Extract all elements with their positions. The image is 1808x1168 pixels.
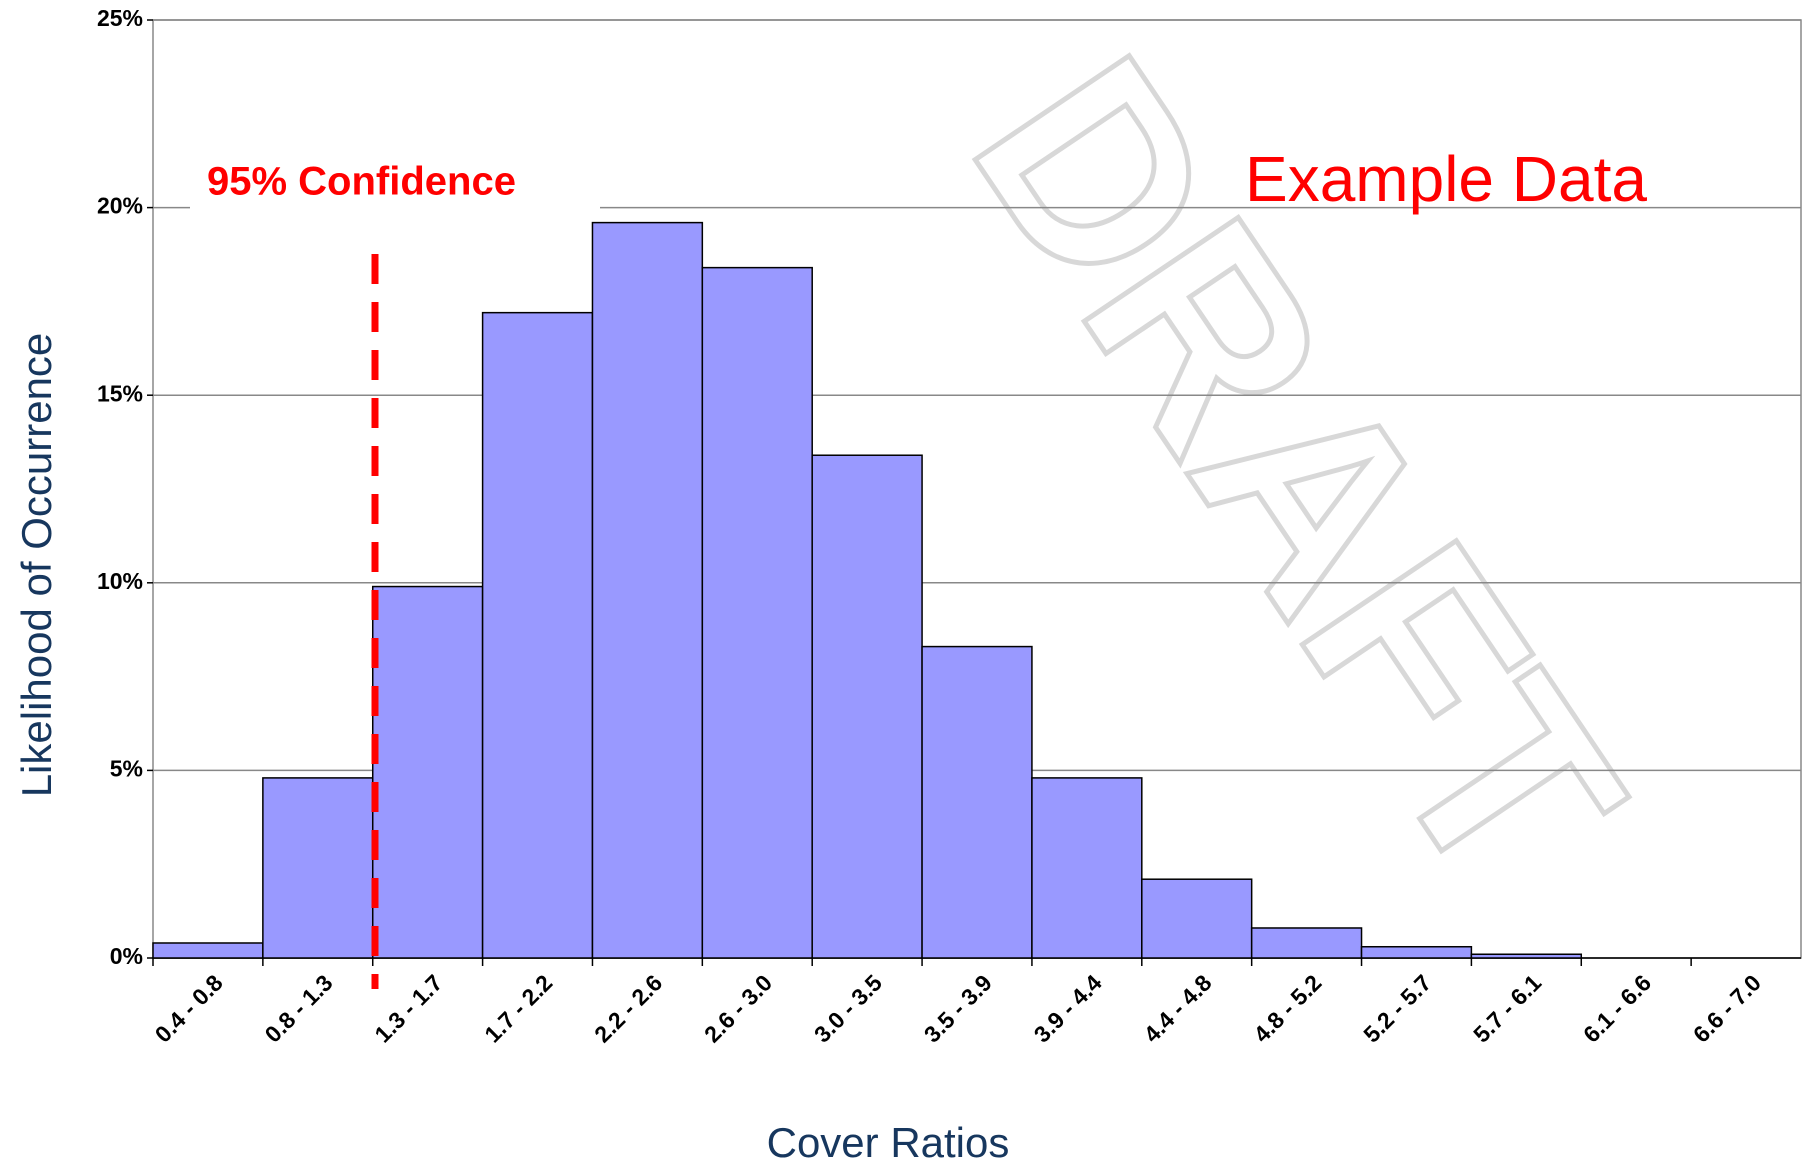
x-tick-label: 6.1 - 6.6 bbox=[1578, 969, 1656, 1047]
annotation: 95% Confidence bbox=[207, 160, 516, 204]
bar bbox=[701, 266, 813, 959]
bar bbox=[1250, 927, 1363, 959]
x-tick-label: 2.2 - 2.6 bbox=[589, 969, 667, 1047]
x-tick-label: 2.6 - 3.0 bbox=[699, 969, 777, 1047]
x-tick-label: 3.5 - 3.9 bbox=[919, 969, 997, 1047]
x-tick-label: 3.9 - 4.4 bbox=[1029, 969, 1107, 1047]
bar bbox=[1141, 878, 1253, 959]
x-tick-label: 0.4 - 0.8 bbox=[150, 969, 228, 1047]
y-tick-label: 15% bbox=[97, 380, 143, 406]
y-tick-label: 5% bbox=[110, 755, 143, 781]
x-tick-label: 5.2 - 5.7 bbox=[1358, 969, 1436, 1047]
bar bbox=[481, 311, 594, 959]
x-tick-label: 4.4 - 4.8 bbox=[1139, 969, 1217, 1047]
y-tick-label: 25% bbox=[97, 5, 143, 31]
x-tick-label: 1.7 - 2.2 bbox=[479, 969, 557, 1047]
x-tick-label: 5.7 - 6.1 bbox=[1468, 969, 1546, 1047]
bar bbox=[921, 645, 1033, 959]
bar bbox=[152, 942, 264, 959]
y-tick-label: 20% bbox=[97, 193, 143, 219]
bar bbox=[1031, 777, 1143, 959]
bar bbox=[811, 454, 923, 959]
x-axis-title: Cover Ratios bbox=[767, 1119, 1010, 1166]
bar bbox=[1470, 953, 1583, 959]
bar bbox=[1360, 945, 1473, 959]
x-tick-label: 6.6 - 7.0 bbox=[1688, 969, 1766, 1047]
x-tick-label: 4.8 - 5.2 bbox=[1248, 969, 1326, 1047]
y-tick-label: 0% bbox=[110, 943, 143, 969]
annotation-background bbox=[190, 150, 600, 220]
x-tick-label: 3.0 - 3.5 bbox=[809, 969, 887, 1047]
x-tick-label: 0.8 - 1.3 bbox=[260, 969, 338, 1047]
annotation: Example Data bbox=[1245, 143, 1647, 215]
bar bbox=[262, 777, 374, 959]
bar bbox=[371, 585, 484, 959]
x-tick-label: 1.3 - 1.7 bbox=[369, 969, 447, 1047]
y-axis-title: Likelihood of Occurrence bbox=[13, 333, 60, 798]
bar bbox=[591, 221, 704, 959]
y-tick-label: 10% bbox=[97, 568, 143, 594]
